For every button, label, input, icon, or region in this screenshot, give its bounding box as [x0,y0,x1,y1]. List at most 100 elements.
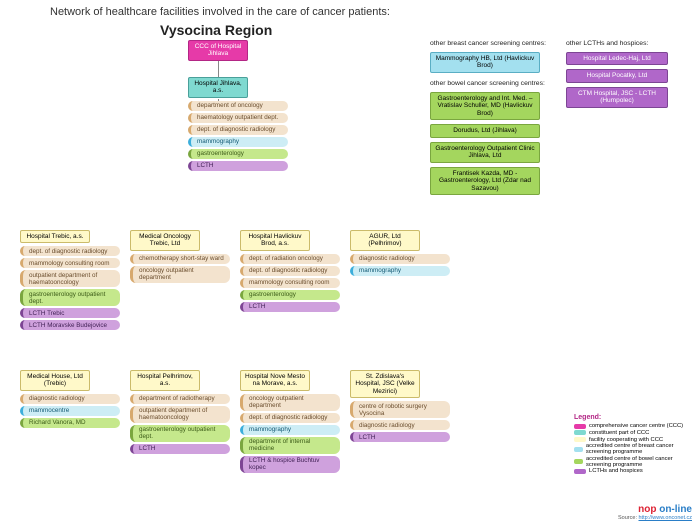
legend-swatch [574,459,583,464]
legend-row: accredited centre of bowel cancer screen… [574,456,694,468]
facility-head: AGUR, Ltd (Pelhrimov) [350,230,420,251]
dept-item: dept. of diagnostic radiology [20,246,120,256]
facility-box: Frantisek Kazda, MD - Gastroenterology, … [430,167,540,195]
hospital-jihlava-depts: department of oncology haematology outpat… [188,100,288,172]
facility-group: Hospital Trebic, a.s. dept. of diagnostic… [20,230,120,331]
dept-item: LCTH [350,432,450,442]
dept-item: LCTH [240,302,340,312]
dept-item: oncology outpatient department [130,266,230,283]
legend-label: accredited centre of bowel cancer screen… [586,456,694,468]
dept-item: diagnostic radiology [350,420,450,430]
dept-item: LCTH [130,444,230,454]
legend-swatch [574,437,586,442]
source-label: Source: [618,515,638,521]
facility-group: Medical House, Ltd (Trebic) diagnostic ra… [20,370,120,429]
facility-head: Hospital Nove Mesto na Morave, a.s. [240,370,310,391]
dept-item: department of radiotherapy [130,394,230,404]
dept-item: department of internal medicine [240,437,340,454]
facility-head: Medical Oncology Trebic, Ltd [130,230,200,251]
dept-item: LCTH & hospice Buchtuv kopec [240,456,340,473]
legend-label: constituent part of CCC [589,430,649,436]
lcth-list: Hospital Ledec-Haj, Ltd Hospital Pocatky,… [566,52,668,112]
legend-row: constituent part of CCC [574,430,694,436]
legend-swatch [574,447,583,452]
legend-label: facility cooperating with CCC [589,437,663,443]
dept-item: outpatient department of haematooncology [20,270,120,287]
page-title: Network of healthcare facilities involve… [50,6,390,18]
legend-label: accredited centre of breast cancer scree… [586,443,694,455]
breast-list: Mammography HB, Ltd (Havlickuv Brod) [430,52,540,77]
dept-item: department of oncology [188,101,288,111]
dept-item: diagnostic radiology [20,394,120,404]
facility-head: Hospital Havlickuv Brod, a.s. [240,230,310,251]
facility-box: Gastroenterology and Int. Med. – Vratisl… [430,92,540,120]
connector [218,60,219,77]
legend-label: LCTHs and hospices [589,468,643,474]
legend-label: comprehensive cancer centre (CCC) [589,423,683,429]
legend-row: comprehensive cancer centre (CCC) [574,423,694,429]
diagram-root: Network of healthcare facilities involve… [0,0,700,525]
dept-item: LCTH Moravske Budejovice [20,320,120,330]
legend-row: LCTHs and hospices [574,468,694,474]
dept-item: mammography [350,266,450,276]
dept-item: mammography [240,425,340,435]
source-link[interactable]: http://www.onconet.cz [639,515,693,521]
facility-group: Hospital Nove Mesto na Morave, a.s. oncol… [240,370,340,474]
dept-item: outpatient department of haematooncology [130,406,230,423]
facility-box: Dorudus, Ltd (Jihlava) [430,124,540,137]
brand-2: on-line [656,504,692,515]
dept-item: gastroenterology outpatient dept. [130,425,230,442]
dept-item: gastroenterology outpatient dept. [20,289,120,306]
facility-head: Hospital Pelhrimov, a.s. [130,370,200,391]
dept-item: Richard Vanora, MD [20,418,120,428]
facility-box: Mammography HB, Ltd (Havlickuv Brod) [430,52,540,73]
dept-item: centre of robotic surgery Vysocina [350,401,450,418]
facility-head: Hospital Trebic, a.s. [20,230,90,243]
facility-box: Hospital Pocatky, Ltd [566,69,668,82]
bowel-label: other bowel cancer screening centres: [430,80,545,87]
facility-head: St. Zdislava's Hospital, JSC (Velke Mezi… [350,370,420,398]
logo-block: nop on-line Source: http://www.onconet.c… [618,504,692,521]
facility-group: Medical Oncology Trebic, Ltd chemotherapy… [130,230,230,284]
dept-item: haematology outpatient dept. [188,113,288,123]
legend-row: accredited centre of breast cancer scree… [574,443,694,455]
dept-item: dept. of diagnostic radiology [240,413,340,423]
region-name: Vysocina Region [160,22,272,38]
dept-item: mammology consulting room [20,258,120,268]
lcth-label: other LCTHs and hospices: [566,40,648,47]
dept-item: chemotherapy short-stay ward [130,254,230,264]
facility-group: AGUR, Ltd (Pelhrimov) diagnostic radiolog… [350,230,450,277]
dept-item: gastroenterology [188,149,288,159]
facility-box: Gastroenterology Outpatient Clinic Jihla… [430,142,540,163]
breast-label: other breast cancer screening centres: [430,40,546,47]
dept-item: oncology outpatient department [240,394,340,411]
facility-group: Hospital Havlickuv Brod, a.s. dept. of ra… [240,230,340,313]
legend-swatch [574,469,586,474]
hospital-jihlava: Hospital Jihlava, a.s. [188,77,248,98]
ccc-node: CCC of Hospital Jihlava [188,40,248,61]
dept-item: dept. of radiation oncology [240,254,340,264]
hospital-jihlava-group: Hospital Jihlava, a.s. department of onc… [188,77,288,172]
dept-item: LCTH [188,161,288,171]
facility-box: Hospital Ledec-Haj, Ltd [566,52,668,65]
legend: Legend: comprehensive cancer centre (CCC… [574,414,694,475]
dept-item: diagnostic radiology [350,254,450,264]
bowel-list: Gastroenterology and Int. Med. – Vratisl… [430,92,540,199]
facility-box: CTM Hospital, JSC - LCTH (Humpolec) [566,87,668,108]
dept-item: dept. of diagnostic radiology [240,266,340,276]
legend-title: Legend: [574,414,694,421]
dept-item: gastroenterology [240,290,340,300]
dept-item: mammography [188,137,288,147]
facility-group: St. Zdislava's Hospital, JSC (Velke Mezi… [350,370,450,443]
dept-item: mammocentre [20,406,120,416]
dept-item: mammology consulting room [240,278,340,288]
legend-row: facility cooperating with CCC [574,437,694,443]
facility-head: Medical House, Ltd (Trebic) [20,370,90,391]
brand-1: nop [638,504,656,515]
legend-swatch [574,430,586,435]
legend-swatch [574,424,586,429]
dept-item: LCTH Trebic [20,308,120,318]
dept-item: dept. of diagnostic radiology [188,125,288,135]
brand: nop on-line [618,504,692,515]
facility-group: Hospital Pelhrimov, a.s. department of ra… [130,370,230,455]
